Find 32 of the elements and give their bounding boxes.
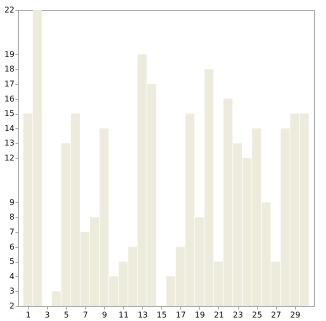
y-tick-label: 3 <box>9 286 14 296</box>
y-tick-label: 17 <box>4 80 14 88</box>
y-tick-label: 5 <box>9 257 14 266</box>
y-tick-label: 12 <box>4 154 14 162</box>
y-tick-label: 13 <box>4 138 14 148</box>
y-tick-label: 18 <box>4 64 14 74</box>
x-tick-label: 27 <box>271 310 282 320</box>
x-tick-label: 1 <box>26 310 31 320</box>
x-tick-label: 9 <box>102 310 108 320</box>
x-tick-label: 19 <box>194 310 205 320</box>
x-tick-label: 11 <box>118 310 129 320</box>
y-tick-label: 14 <box>4 124 14 133</box>
x-tick-label: 13 <box>138 310 148 320</box>
y-tick-label: 7 <box>9 228 14 236</box>
x-tick-label: 23 <box>232 310 244 320</box>
y-tick-label: 6 <box>9 242 14 252</box>
x-tick-label: 17 <box>176 310 186 320</box>
x-tick-label: 29 <box>290 310 300 320</box>
y-tick-label: 22 <box>4 6 14 14</box>
y-tick-label: 16 <box>4 94 14 104</box>
x-tick-label: 21 <box>214 310 224 320</box>
y-tick-label: 2 <box>9 302 14 310</box>
y-tick-label: 19 <box>4 50 14 59</box>
x-tick-label: 25 <box>252 310 262 320</box>
y-tick-label: 8 <box>9 212 14 222</box>
x-tick-label: 5 <box>64 310 69 320</box>
y-tick-label: 4 <box>9 272 14 281</box>
y-tick-label: 15 <box>4 109 14 118</box>
x-tick-label: 3 <box>44 310 50 320</box>
x-tick-label: 15 <box>156 310 167 320</box>
x-tick-label: 7 <box>82 310 88 320</box>
y-tick-label: 9 <box>9 198 14 207</box>
